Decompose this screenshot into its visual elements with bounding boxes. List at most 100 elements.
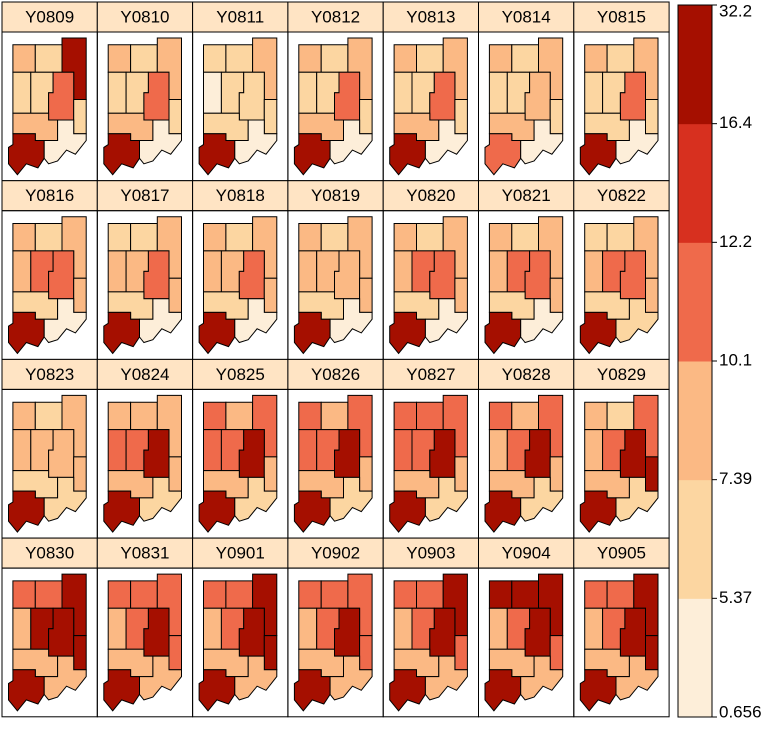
region: [130, 580, 158, 609]
region: [424, 476, 468, 522]
region: [549, 635, 564, 671]
panel-title: Y0820: [406, 186, 455, 205]
region: [298, 71, 318, 114]
region: [73, 456, 87, 492]
region: [645, 277, 659, 313]
region: [488, 580, 513, 609]
panel-title: Y0903: [406, 544, 455, 563]
panel: Y0814: [478, 1, 575, 182]
panel: Y0904: [478, 537, 575, 718]
panel: Y0822: [573, 180, 670, 360]
region: [12, 580, 36, 609]
region: [424, 119, 468, 165]
panel-border: [573, 567, 670, 718]
region: [225, 44, 254, 73]
region: [484, 490, 522, 533]
region: [520, 298, 564, 344]
region: [203, 580, 227, 609]
region: [488, 71, 508, 114]
region: [12, 401, 36, 431]
region: [520, 655, 564, 701]
panel-title: Y0829: [597, 365, 646, 384]
region: [584, 71, 604, 114]
region: [329, 119, 373, 165]
region: [416, 580, 444, 609]
legend-swatch: [677, 123, 713, 243]
legend-label: 10.1: [719, 350, 752, 369]
legend-label: 7.39: [719, 469, 752, 488]
panel-title: Y0905: [597, 544, 646, 563]
region: [8, 311, 45, 355]
panel-title: Y0815: [597, 7, 646, 26]
region: [416, 401, 444, 431]
region: [168, 635, 182, 671]
panel: Y0821: [478, 180, 575, 360]
region: [484, 133, 522, 176]
panel-title: Y0812: [311, 7, 360, 26]
region: [203, 44, 227, 73]
region: [225, 580, 254, 609]
panel: Y0829: [573, 358, 670, 539]
region: [168, 456, 182, 492]
strip: [1, 1, 98, 33]
region: [584, 250, 604, 293]
region: [488, 250, 508, 293]
region: [606, 223, 635, 252]
panel: Y0902: [287, 537, 384, 718]
panel-title: Y0826: [311, 365, 360, 384]
region: [12, 223, 36, 252]
strip: [1, 358, 98, 390]
region: [511, 223, 539, 252]
panel: Y0824: [96, 358, 194, 539]
region: [359, 456, 373, 492]
region: [645, 635, 659, 671]
panel-title: Y0814: [502, 7, 551, 26]
strip: [382, 1, 480, 33]
panel: Y0819: [287, 180, 384, 360]
panel-title: Y0817: [120, 186, 169, 205]
panel-title: Y0823: [25, 365, 74, 384]
region: [359, 277, 373, 313]
region: [139, 298, 182, 344]
region: [107, 44, 132, 73]
panel-title: Y0902: [311, 544, 360, 563]
panel: Y0816: [1, 180, 98, 360]
strip: [96, 180, 194, 212]
region: [263, 99, 278, 135]
region: [520, 119, 564, 165]
region: [34, 223, 63, 252]
region: [320, 401, 349, 431]
panel: Y0817: [96, 180, 194, 360]
region: [168, 99, 182, 135]
region: [43, 119, 87, 165]
panel-title: Y0809: [25, 7, 74, 26]
region: [225, 223, 254, 252]
legend-label: 16.4: [719, 113, 752, 132]
region: [393, 223, 417, 252]
region: [168, 277, 182, 313]
region: [73, 635, 87, 671]
region: [8, 133, 45, 176]
legend-label: 0.656: [719, 702, 762, 721]
region: [579, 133, 617, 176]
strip: [192, 358, 289, 390]
region: [203, 607, 222, 650]
region: [484, 311, 522, 355]
region: [606, 401, 635, 431]
region: [198, 133, 236, 176]
region: [389, 133, 426, 176]
strip: [573, 1, 670, 33]
region: [8, 490, 45, 533]
panel-title: Y0901: [216, 544, 265, 563]
region: [34, 580, 63, 609]
strip: [478, 1, 575, 33]
strip: [287, 180, 384, 212]
panel: Y0905: [573, 537, 670, 718]
strip: [382, 358, 480, 390]
region: [645, 99, 659, 135]
region: [389, 311, 426, 355]
panel-title: Y0821: [502, 186, 551, 205]
panel-title: Y0828: [502, 365, 551, 384]
region: [234, 655, 278, 701]
region: [107, 250, 127, 293]
